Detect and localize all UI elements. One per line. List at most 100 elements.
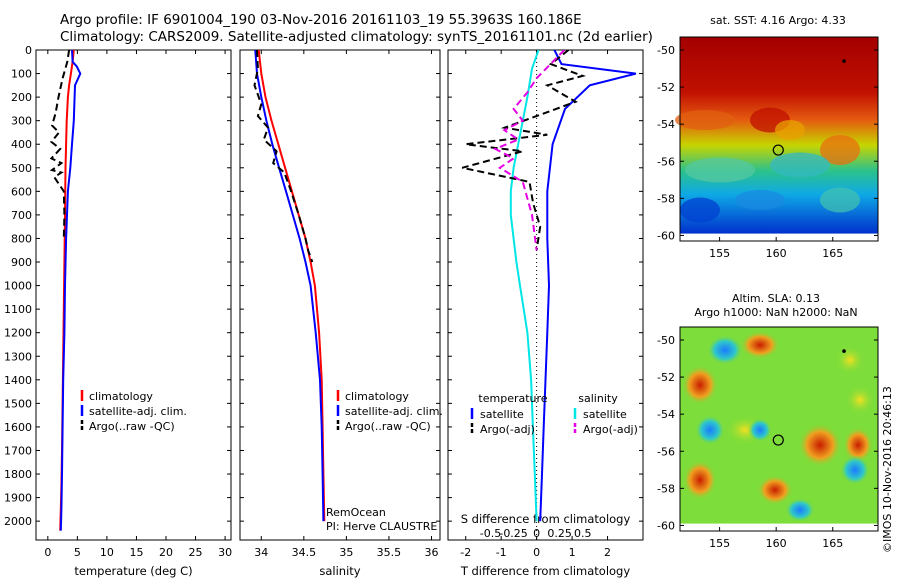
salinity-profile-legend-label: satellite-adj. clim. (345, 405, 443, 418)
sst-map-frame (679, 36, 879, 242)
sst-patch (735, 190, 785, 210)
sla-anomaly-patch (798, 423, 842, 467)
sst-patch (820, 135, 860, 165)
depth-tick-label: 1000 (4, 280, 32, 293)
sla-map-xtick-label: 160 (766, 537, 787, 550)
depth-tick-label: 1300 (4, 350, 32, 363)
salinity-profile-xtick-label: 35 (339, 546, 353, 559)
depth-tick-label: 1900 (4, 492, 32, 505)
sst-map-xtick-label: 165 (822, 247, 843, 260)
sla-anomaly-patch (785, 498, 815, 522)
salinity-profile-frame (239, 49, 441, 541)
sla-anomaly-patch (845, 385, 875, 415)
sla-anomaly-patch (682, 365, 718, 405)
sst-map-ytick-label: -54 (657, 118, 675, 131)
sla-anomaly-patch (707, 335, 743, 365)
sst-map-xtick-label: 155 (709, 247, 730, 260)
temperature-profile-xtick-label: 5 (74, 546, 81, 559)
difference-profile-line-satellite (539, 50, 637, 522)
sla-map-ytick-label: -54 (657, 408, 675, 421)
salinity-profile-legend-label: climatology (345, 390, 409, 403)
diff-legend-label: Argo(-adj) (480, 423, 535, 436)
sst-patch (820, 187, 860, 213)
difference-profile-xlabel: T difference from climatology (460, 564, 631, 578)
pi-annotation: PI: Herve CLAUSTRE (326, 520, 437, 533)
s-axis-tick-label: -0.25 (499, 527, 527, 540)
depth-tick-label: 1100 (4, 303, 32, 316)
sst-map-ytick-label: -60 (657, 229, 675, 242)
temperature-profile-xtick-label: 30 (218, 546, 232, 559)
temperature-profile-series-group (49, 50, 82, 531)
copyright-notice: ©IMOS 10-Nov-2016 20:46:13 (881, 386, 894, 553)
depth-tick-label: 1700 (4, 444, 32, 457)
sla-map-title-line-2: Argo h1000: NaN h2000: NaN (694, 306, 857, 319)
profile-location-marker (772, 434, 784, 446)
sla-anomaly-patch (835, 345, 865, 375)
salinity-profile-series-group (253, 50, 326, 522)
depth-tick-label: 200 (11, 91, 32, 104)
sla-map-ytick-label: -52 (657, 371, 675, 384)
temperature-profile-legend-label: satellite-adj. clim. (89, 405, 187, 418)
s-axis-tick-label: 0 (533, 527, 540, 540)
legend-title-temperature: temperature (478, 392, 547, 405)
depth-tick-label: 600 (11, 185, 32, 198)
sla-anomaly-patch (683, 460, 717, 500)
sst-patch (770, 152, 830, 178)
sst-patch (775, 120, 805, 140)
difference-profile-xtick-label: 1 (569, 546, 576, 559)
difference-profile-xtick-label: 2 (604, 546, 611, 559)
difference-profile-series-group (461, 50, 637, 522)
temperature-profile-legend-label: climatology (89, 390, 153, 403)
sla-anomaly-patch (757, 475, 793, 505)
diff-legend-label: Argo(-adj) (583, 423, 638, 436)
s-axis-label: S difference from climatology (461, 512, 631, 526)
difference-profile-line-argo-adj- (461, 50, 587, 251)
depth-tick-label: 100 (11, 68, 32, 81)
difference-profile-xtick-label: 0 (533, 546, 540, 559)
sla-map-ytick-label: -50 (657, 334, 675, 347)
difference-profile-xtick-label: -2 (460, 546, 471, 559)
figure-title-line-1: Argo profile: IF 6901004_190 03-Nov-2016… (60, 12, 582, 28)
diff-legend-label: satellite (480, 408, 524, 421)
project-annotation: RemOcean (326, 506, 386, 519)
profile-location-marker (772, 144, 784, 156)
depth-tick-label: 800 (11, 232, 32, 245)
sst-map-xtick-label: 160 (766, 247, 787, 260)
float-track-point (842, 59, 846, 63)
sst-map-ytick-label: -52 (657, 81, 675, 94)
temperature-profile-xtick-label: 20 (159, 546, 173, 559)
salinity-profile-line-argo-raw-qc- (253, 50, 314, 263)
salinity-profile-line-satellite-adj-clim- (254, 50, 325, 522)
temperature-profile-line-argo-raw-qc- (49, 50, 71, 239)
sst-patch (680, 197, 720, 223)
temperature-profile-xlabel: temperature (deg C) (74, 564, 192, 578)
temperature-profile-xtick-label: 25 (189, 546, 203, 559)
sla-anomaly-patch (695, 415, 725, 445)
depth-tick-label: 900 (11, 256, 32, 269)
diff-legend-label: satellite (583, 408, 627, 421)
salinity-profile-xtick-label: 36 (424, 546, 438, 559)
sst-map-ytick-label: -50 (657, 44, 675, 57)
temperature-profile-xtick-label: 0 (44, 546, 51, 559)
s-axis-tick-label: -0.5 (480, 527, 501, 540)
sla-map-xtick-label: 155 (709, 537, 730, 550)
depth-tick-label: 1200 (4, 327, 32, 340)
salinity-profile-legend-label: Argo(..raw -QC) (345, 420, 431, 433)
s-axis-tick-label: 0.5 (574, 527, 592, 540)
temperature-profile-frame (35, 49, 232, 541)
salinity-profile-xtick-label: 35.5 (377, 546, 402, 559)
sla-map-ytick-label: -58 (657, 482, 675, 495)
sla-map-title-line-1: Altim. SLA: 0.13 (732, 292, 820, 305)
depth-tick-label: 400 (11, 138, 32, 151)
sla-map-frame (679, 326, 879, 532)
salinity-profile-xtick-label: 34.5 (292, 546, 317, 559)
difference-profile-xtick-label: -1 (496, 546, 507, 559)
sla-anomaly-patch (740, 331, 780, 359)
sst-patch (685, 157, 755, 183)
s-axis-tick-label: 0.25 (547, 527, 572, 540)
depth-tick-label: 1400 (4, 374, 32, 387)
difference-profile-line-satellite (509, 50, 540, 522)
temperature-profile-xtick-label: 15 (129, 546, 143, 559)
temperature-profile-line-satellite-adj-clim- (59, 50, 82, 531)
